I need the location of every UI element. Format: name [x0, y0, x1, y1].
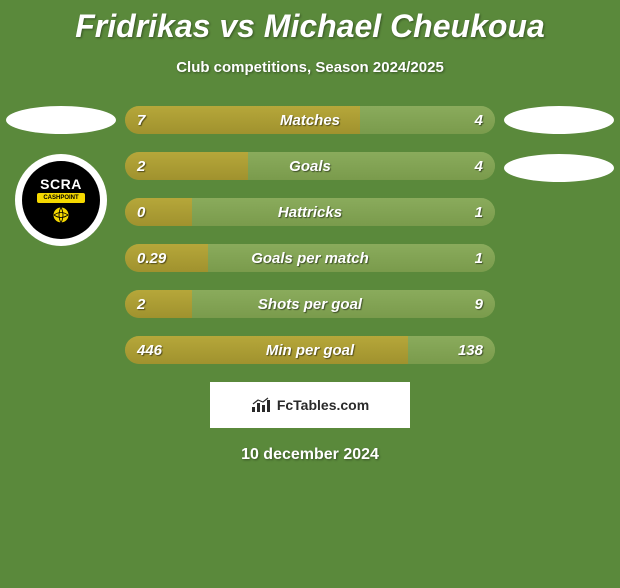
stat-row: 01Hattricks: [125, 198, 495, 226]
stat-label: Shots per goal: [125, 296, 495, 313]
left-club-crest: SCRA CASHPOINT: [15, 154, 107, 246]
stat-label: Matches: [125, 112, 495, 129]
stat-row: 24Goals: [125, 152, 495, 180]
left-player-col: SCRA CASHPOINT: [6, 106, 116, 246]
left-player-placeholder: [6, 106, 116, 134]
stat-label: Goals per match: [125, 250, 495, 267]
stat-row: 0.291Goals per match: [125, 244, 495, 272]
right-player-placeholder: [504, 106, 614, 134]
stats-bars: 74Matches 24Goals 01Hattricks 0.291Goals pe…: [125, 106, 495, 364]
crest-inner: SCRA CASHPOINT: [22, 161, 100, 239]
stat-row: 446138Min per goal: [125, 336, 495, 364]
stat-label: Hattricks: [125, 204, 495, 221]
subtitle: Club competitions, Season 2024/2025: [0, 59, 620, 76]
date: 10 december 2024: [0, 446, 620, 464]
right-player-col: [504, 106, 614, 182]
crest-text-top: SCRA: [40, 176, 82, 192]
crest-text-mid: CASHPOINT: [37, 193, 84, 203]
stat-label: Goals: [125, 158, 495, 175]
watermark-text: FcTables.com: [277, 397, 369, 413]
volleyball-icon: [52, 206, 70, 224]
watermark[interactable]: FcTables.com: [210, 382, 410, 428]
stat-row: 74Matches: [125, 106, 495, 134]
page-title: Fridrikas vs Michael Cheukoua: [0, 8, 620, 45]
comparison-content: SCRA CASHPOINT 74Matches 24Goals 01Hattric…: [0, 106, 620, 364]
chart-icon: [251, 397, 271, 413]
stat-row: 29Shots per goal: [125, 290, 495, 318]
stat-label: Min per goal: [125, 342, 495, 359]
right-club-placeholder: [504, 154, 614, 182]
